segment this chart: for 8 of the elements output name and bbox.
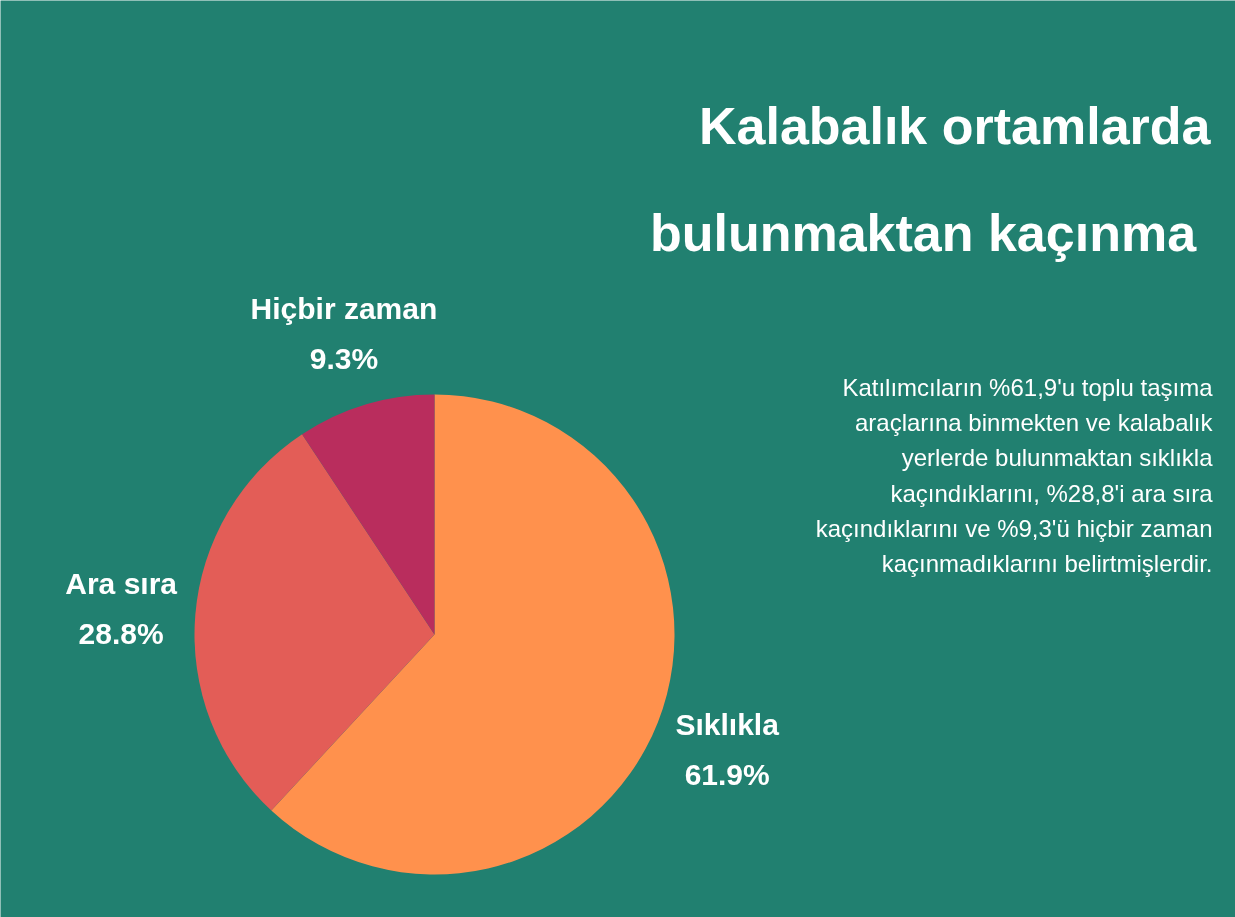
slice-label: Ara sıra <box>65 567 178 601</box>
data-label: 28.8% <box>78 617 164 651</box>
data-label: 9.3% <box>309 341 379 375</box>
text: Kalabalık ortamlarda bulunmaktan kaçınma <box>649 96 1212 262</box>
slice-label: Hiçbir zaman <box>250 291 438 325</box>
data-label: 61.9% <box>684 757 770 791</box>
slice-label: Sıklıkla <box>675 707 780 741</box>
text: Katılımcıların %61,9'u toplu taşıma araçlarına binmekten ve kalabalık yerlerde bulunmaktan sıklıkla kaçındıklarını, %28,8'i ara sıra kaçındıklarını ve %9,3'ü hiçbir zaman kaçınmadıklarını belirtmişlerdir. <box>815 374 1214 577</box>
